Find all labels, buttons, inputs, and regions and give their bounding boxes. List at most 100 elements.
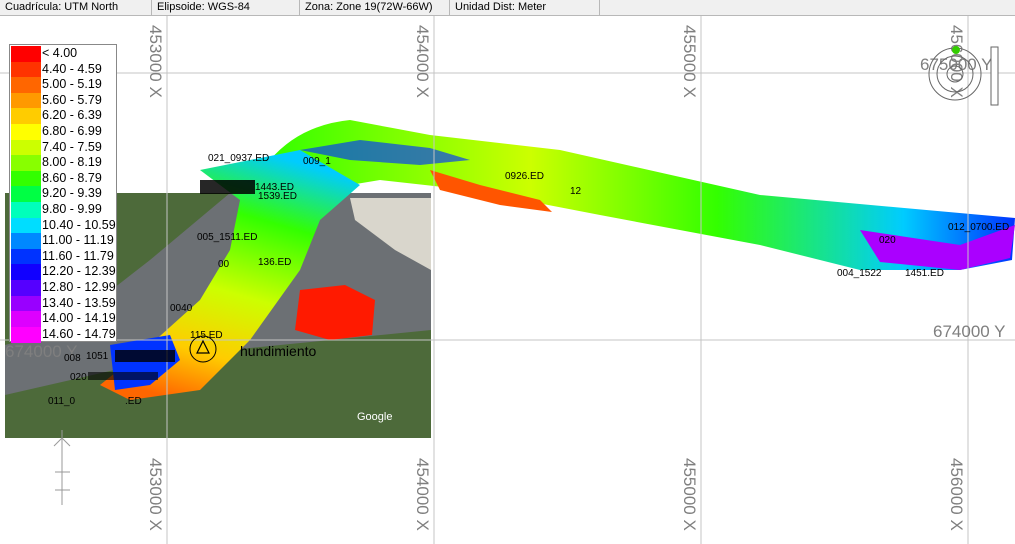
y-label-right-0: 674000 Y (933, 322, 1005, 341)
legend-swatch (11, 77, 41, 93)
y-label-right-1: 675000 Y (920, 55, 992, 74)
status-bar: Cuadrícula: UTM North Elipsoide: WGS-84 … (0, 0, 1015, 16)
legend-item: 14.60 - 14.79 (10, 326, 116, 343)
y-label-left-0: 674000 Y (5, 342, 77, 361)
label-line-012: 012_0700.ED (948, 222, 1009, 233)
label-line-136: 136.ED (258, 257, 291, 268)
legend-label: 4.40 - 4.59 (42, 61, 102, 76)
legend-label: 6.20 - 6.39 (42, 108, 102, 123)
x-label-top-2: 455000 X (680, 25, 699, 98)
legend-label: < 4.00 (42, 46, 78, 60)
legend-item: 9.20 - 9.39 (10, 186, 116, 203)
legend-item: 14.00 - 14.19 (10, 311, 116, 327)
track-marks (88, 180, 255, 380)
legend-swatch (11, 248, 41, 265)
legend-item: 6.20 - 6.39 (10, 108, 116, 125)
map-canvas[interactable]: 453000 X 454000 X 455000 X 456000 X 4530… (0, 16, 1015, 544)
map-svg[interactable]: 453000 X 454000 X 455000 X 456000 X 4530… (0, 16, 1015, 544)
legend-item: 11.60 - 11.79 (10, 248, 116, 265)
legend-item: 7.40 - 7.59 (10, 139, 116, 156)
x-label-bottom-1: 454000 X (413, 458, 432, 531)
legend-swatch (11, 139, 41, 156)
status-ellipsoid: Elipsoide: WGS-84 (152, 0, 300, 15)
legend-item: 12.80 - 12.99 (10, 280, 116, 296)
legend-item: 11.00 - 11.19 (10, 233, 116, 249)
legend-item: 5.60 - 5.79 (10, 92, 116, 109)
legend-swatch (11, 108, 41, 125)
legend-label: 9.80 - 9.99 (42, 202, 102, 216)
legend-label: 11.60 - 11.79 (42, 248, 114, 263)
legend-item: 5.00 - 5.19 (10, 77, 116, 93)
legend-swatch (11, 46, 41, 62)
legend-label: 5.00 - 5.19 (42, 77, 102, 92)
status-units: Unidad Dist: Meter (450, 0, 600, 15)
label-hundimiento: hundimiento (240, 343, 316, 359)
legend-label: 10.40 - 10.59 (42, 217, 116, 232)
legend-item: 6.80 - 6.99 (10, 124, 116, 140)
status-grid: Cuadrícula: UTM North (0, 0, 152, 15)
label-line-020: 020 (879, 235, 896, 246)
legend-label: 8.60 - 8.79 (42, 170, 102, 185)
sandbar (350, 198, 431, 270)
x-label-bottom-3: 456000 X (947, 458, 966, 531)
x-label-bottom-0: 453000 X (146, 458, 165, 531)
label-line-021: 021_0937.ED (208, 153, 269, 164)
depth-legend: < 4.00 4.40 - 4.59 5.00 - 5.19 5.60 - 5.79 6… (9, 44, 117, 343)
grid-lines (0, 16, 1015, 544)
legend-swatch (11, 311, 41, 327)
legend-item: 12.20 - 12.39 (10, 264, 116, 281)
legend-label: 9.20 - 9.39 (42, 186, 102, 201)
label-line-011b: .ED (125, 396, 142, 407)
bathymetry-swaths (100, 120, 1015, 400)
legend-label: 8.00 - 8.19 (42, 155, 102, 170)
legend-swatch (11, 170, 41, 187)
satellite-land-south (5, 330, 431, 438)
legend-item: 4.40 - 4.59 (10, 61, 116, 78)
legend-label: 7.40 - 7.59 (42, 139, 102, 154)
legend-label: 5.60 - 5.79 (42, 92, 102, 107)
hundimiento-marker[interactable] (189, 335, 217, 363)
legend-item: 9.80 - 9.99 (10, 202, 116, 218)
label-line-12: 12 (570, 186, 582, 197)
label-line-005: 005_1511.ED (197, 232, 257, 243)
label-line-004b: 1451.ED (905, 268, 944, 279)
compass-rose[interactable] (928, 46, 999, 106)
legend-item: 8.00 - 8.19 (10, 155, 116, 171)
legend-label: 6.80 - 6.99 (42, 124, 102, 138)
label-line-011: 011_0 (48, 396, 76, 407)
legend-swatch (11, 264, 41, 281)
label-line-115: 115.ED (190, 330, 223, 341)
label-line-008: 008 (64, 353, 81, 364)
label-line-00: 00 (218, 259, 230, 270)
legend-label: 11.00 - 11.19 (42, 233, 114, 248)
google-logo: Google (357, 411, 392, 423)
legend-item: < 4.00 (10, 46, 116, 62)
x-label-top-1: 454000 X (413, 25, 432, 98)
survey-labels: 021_0937.ED 009_1 0926.ED 12 1443.ED 153… (48, 153, 1009, 423)
legend-label: 12.80 - 12.99 (42, 280, 116, 294)
label-line-004: 004_1522 (837, 268, 882, 279)
legend-swatch (11, 186, 41, 203)
legend-swatch (11, 155, 41, 171)
legend-swatch (11, 124, 41, 140)
legend-swatch (11, 217, 41, 234)
legend-label: 13.40 - 13.59 (42, 295, 116, 310)
legend-swatch (11, 326, 41, 343)
x-label-bottom-2: 455000 X (680, 458, 699, 531)
label-line-1539: 1539.ED (258, 191, 297, 202)
label-line-1443: 1443.ED (255, 182, 294, 193)
label-line-0040: 0040 (170, 303, 193, 314)
legend-swatch (11, 295, 41, 312)
legend-swatch (11, 280, 41, 296)
grid-labels: 453000 X 454000 X 455000 X 456000 X 4530… (5, 25, 1005, 531)
label-line-020b: 020 (70, 372, 87, 383)
legend-item: 8.60 - 8.79 (10, 170, 116, 187)
legend-swatch (11, 92, 41, 109)
label-line-009: 009_1 (303, 156, 331, 167)
legend-item: 13.40 - 13.59 (10, 295, 116, 312)
legend-swatch (11, 233, 41, 249)
label-line-1051: 1051 (86, 351, 109, 362)
north-arrow-icon (53, 430, 71, 505)
legend-swatch (11, 202, 41, 218)
legend-swatch (11, 61, 41, 78)
